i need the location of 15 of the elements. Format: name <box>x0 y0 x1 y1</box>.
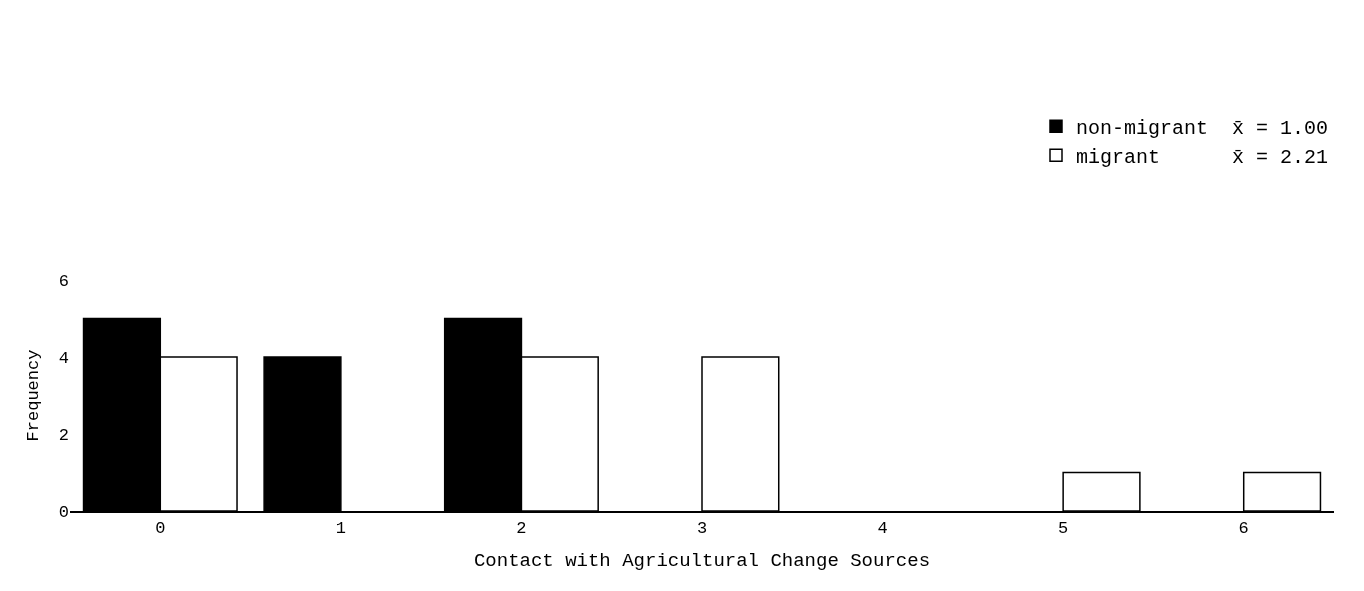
x-tick-label: 4 <box>877 519 888 539</box>
x-axis-title: Contact with Agricultural Change Sources <box>473 549 931 572</box>
x-tick-label: 2 <box>516 519 527 539</box>
y-tick-label: 0 <box>58 502 69 522</box>
x-tick-label: 3 <box>696 519 708 539</box>
y-axis-title: Frequency <box>24 349 44 442</box>
x-tick-label: 6 <box>1238 519 1249 539</box>
y-tick-label: 2 <box>58 425 69 445</box>
x-tick-label: 0 <box>155 519 166 539</box>
x-tick-label: 5 <box>1058 519 1069 539</box>
y-tick-label: 4 <box>58 348 69 368</box>
legend-label: non-migrant x̄ = 1.00 <box>1076 117 1329 141</box>
x-tick-label: 1 <box>335 519 346 539</box>
legend-label: migrant x̄ = 2.21 <box>1076 146 1329 170</box>
y-tick-label: 6 <box>58 271 69 291</box>
